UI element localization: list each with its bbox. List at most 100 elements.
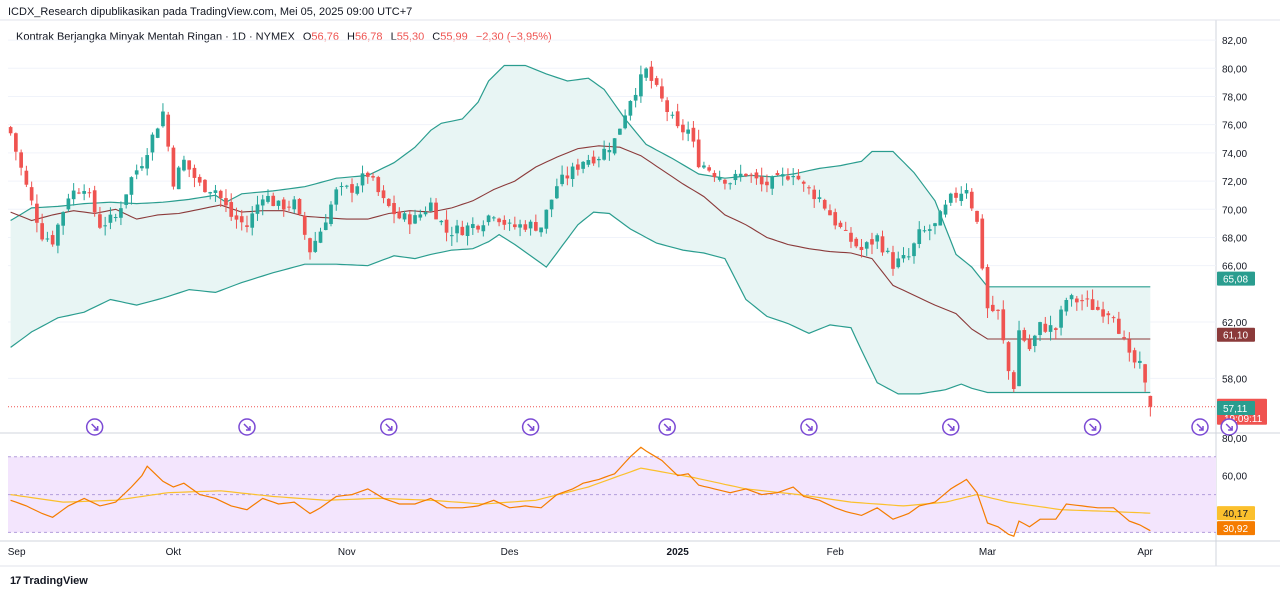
candle bbox=[1032, 334, 1037, 353]
candle-body bbox=[213, 190, 218, 193]
candle-body bbox=[392, 203, 396, 215]
candle bbox=[649, 60, 654, 89]
candle bbox=[350, 178, 354, 203]
candle bbox=[896, 251, 901, 269]
candle-body bbox=[675, 111, 680, 127]
candle bbox=[906, 248, 911, 261]
candle bbox=[512, 216, 517, 230]
candle bbox=[618, 128, 622, 135]
candle bbox=[1069, 293, 1074, 307]
candle bbox=[555, 178, 559, 200]
candle-body bbox=[208, 192, 213, 194]
candle bbox=[255, 195, 260, 221]
candle-body bbox=[218, 190, 223, 199]
candle-body bbox=[817, 197, 822, 199]
candle bbox=[670, 111, 675, 119]
candle bbox=[1048, 315, 1053, 341]
event-marker-icon[interactable] bbox=[658, 418, 676, 436]
candle-body bbox=[1106, 313, 1111, 316]
candle bbox=[108, 207, 113, 230]
event-marker-icon[interactable] bbox=[800, 418, 818, 436]
candle bbox=[507, 219, 512, 231]
candle-body bbox=[155, 128, 160, 138]
close-label: C bbox=[432, 31, 441, 43]
candle bbox=[187, 160, 192, 178]
candle-body bbox=[670, 114, 675, 116]
candle bbox=[1085, 290, 1090, 307]
candle-body bbox=[749, 174, 754, 176]
candle bbox=[150, 132, 155, 161]
candle-body bbox=[197, 176, 202, 183]
candle bbox=[728, 182, 733, 190]
candle-body bbox=[1138, 360, 1142, 363]
lower-band-label: 57,11 bbox=[1223, 404, 1248, 415]
upper-band-label: 65,08 bbox=[1223, 275, 1248, 286]
candle-body bbox=[1074, 298, 1079, 303]
candle-body bbox=[313, 240, 318, 252]
candle-body bbox=[639, 74, 643, 97]
candle-body bbox=[302, 215, 307, 235]
event-marker-icon[interactable] bbox=[1220, 418, 1238, 436]
rsi-ma-line bbox=[10, 467, 1151, 514]
candle-body bbox=[1001, 309, 1006, 341]
candle-body bbox=[87, 192, 92, 194]
future-event-marker-icon[interactable] bbox=[1191, 418, 1209, 436]
candle bbox=[770, 175, 775, 195]
candle bbox=[875, 233, 880, 249]
candle bbox=[938, 210, 943, 226]
candle-body bbox=[828, 210, 832, 216]
bollinger-upper-line bbox=[10, 64, 1151, 288]
candle bbox=[549, 199, 554, 218]
candle-body bbox=[350, 184, 354, 193]
candle-body bbox=[245, 225, 249, 227]
candle-body bbox=[344, 185, 349, 187]
candle bbox=[392, 195, 396, 224]
candle-body bbox=[77, 192, 81, 194]
candle bbox=[612, 138, 617, 156]
candle bbox=[1064, 297, 1069, 316]
candle-body bbox=[707, 167, 712, 171]
middle-band-label-bg bbox=[1217, 327, 1255, 342]
event-marker-icon[interactable] bbox=[942, 418, 960, 436]
candle-body bbox=[1132, 350, 1137, 363]
candle bbox=[528, 219, 533, 236]
candle-body bbox=[728, 183, 733, 185]
candle-body bbox=[171, 147, 176, 187]
candle bbox=[786, 168, 790, 181]
candle-body bbox=[786, 176, 790, 180]
event-marker-icon[interactable] bbox=[380, 418, 398, 436]
candle-body bbox=[176, 167, 181, 190]
candle-body bbox=[1080, 300, 1084, 302]
event-marker-icon[interactable] bbox=[1083, 418, 1102, 436]
candle bbox=[644, 67, 648, 81]
time-tick-label: Feb bbox=[827, 547, 845, 558]
price-tick-label: 66,00 bbox=[1222, 262, 1247, 273]
event-marker-icon[interactable] bbox=[85, 418, 104, 436]
candle-body bbox=[1090, 299, 1095, 310]
candle-body bbox=[833, 212, 838, 226]
candle-body bbox=[334, 189, 339, 205]
candle bbox=[759, 167, 764, 192]
event-marker-icon[interactable] bbox=[238, 418, 256, 436]
candle bbox=[455, 219, 459, 243]
candle bbox=[518, 219, 522, 237]
candle bbox=[660, 78, 664, 102]
candle-body bbox=[381, 190, 386, 199]
candle bbox=[218, 189, 223, 207]
candle bbox=[754, 168, 759, 185]
candle bbox=[29, 181, 34, 206]
candle-body bbox=[150, 134, 155, 153]
event-marker-icon[interactable] bbox=[521, 418, 540, 436]
candle bbox=[98, 206, 102, 230]
candle-body bbox=[702, 165, 706, 168]
candle-body bbox=[56, 224, 60, 246]
candle-body bbox=[822, 199, 827, 209]
rsi-line bbox=[10, 446, 1151, 537]
candle bbox=[376, 175, 381, 196]
event-marker-arrow bbox=[663, 423, 671, 431]
candle bbox=[481, 220, 486, 237]
candle bbox=[192, 164, 197, 188]
candle-body bbox=[576, 164, 580, 170]
candle-body bbox=[539, 227, 543, 233]
